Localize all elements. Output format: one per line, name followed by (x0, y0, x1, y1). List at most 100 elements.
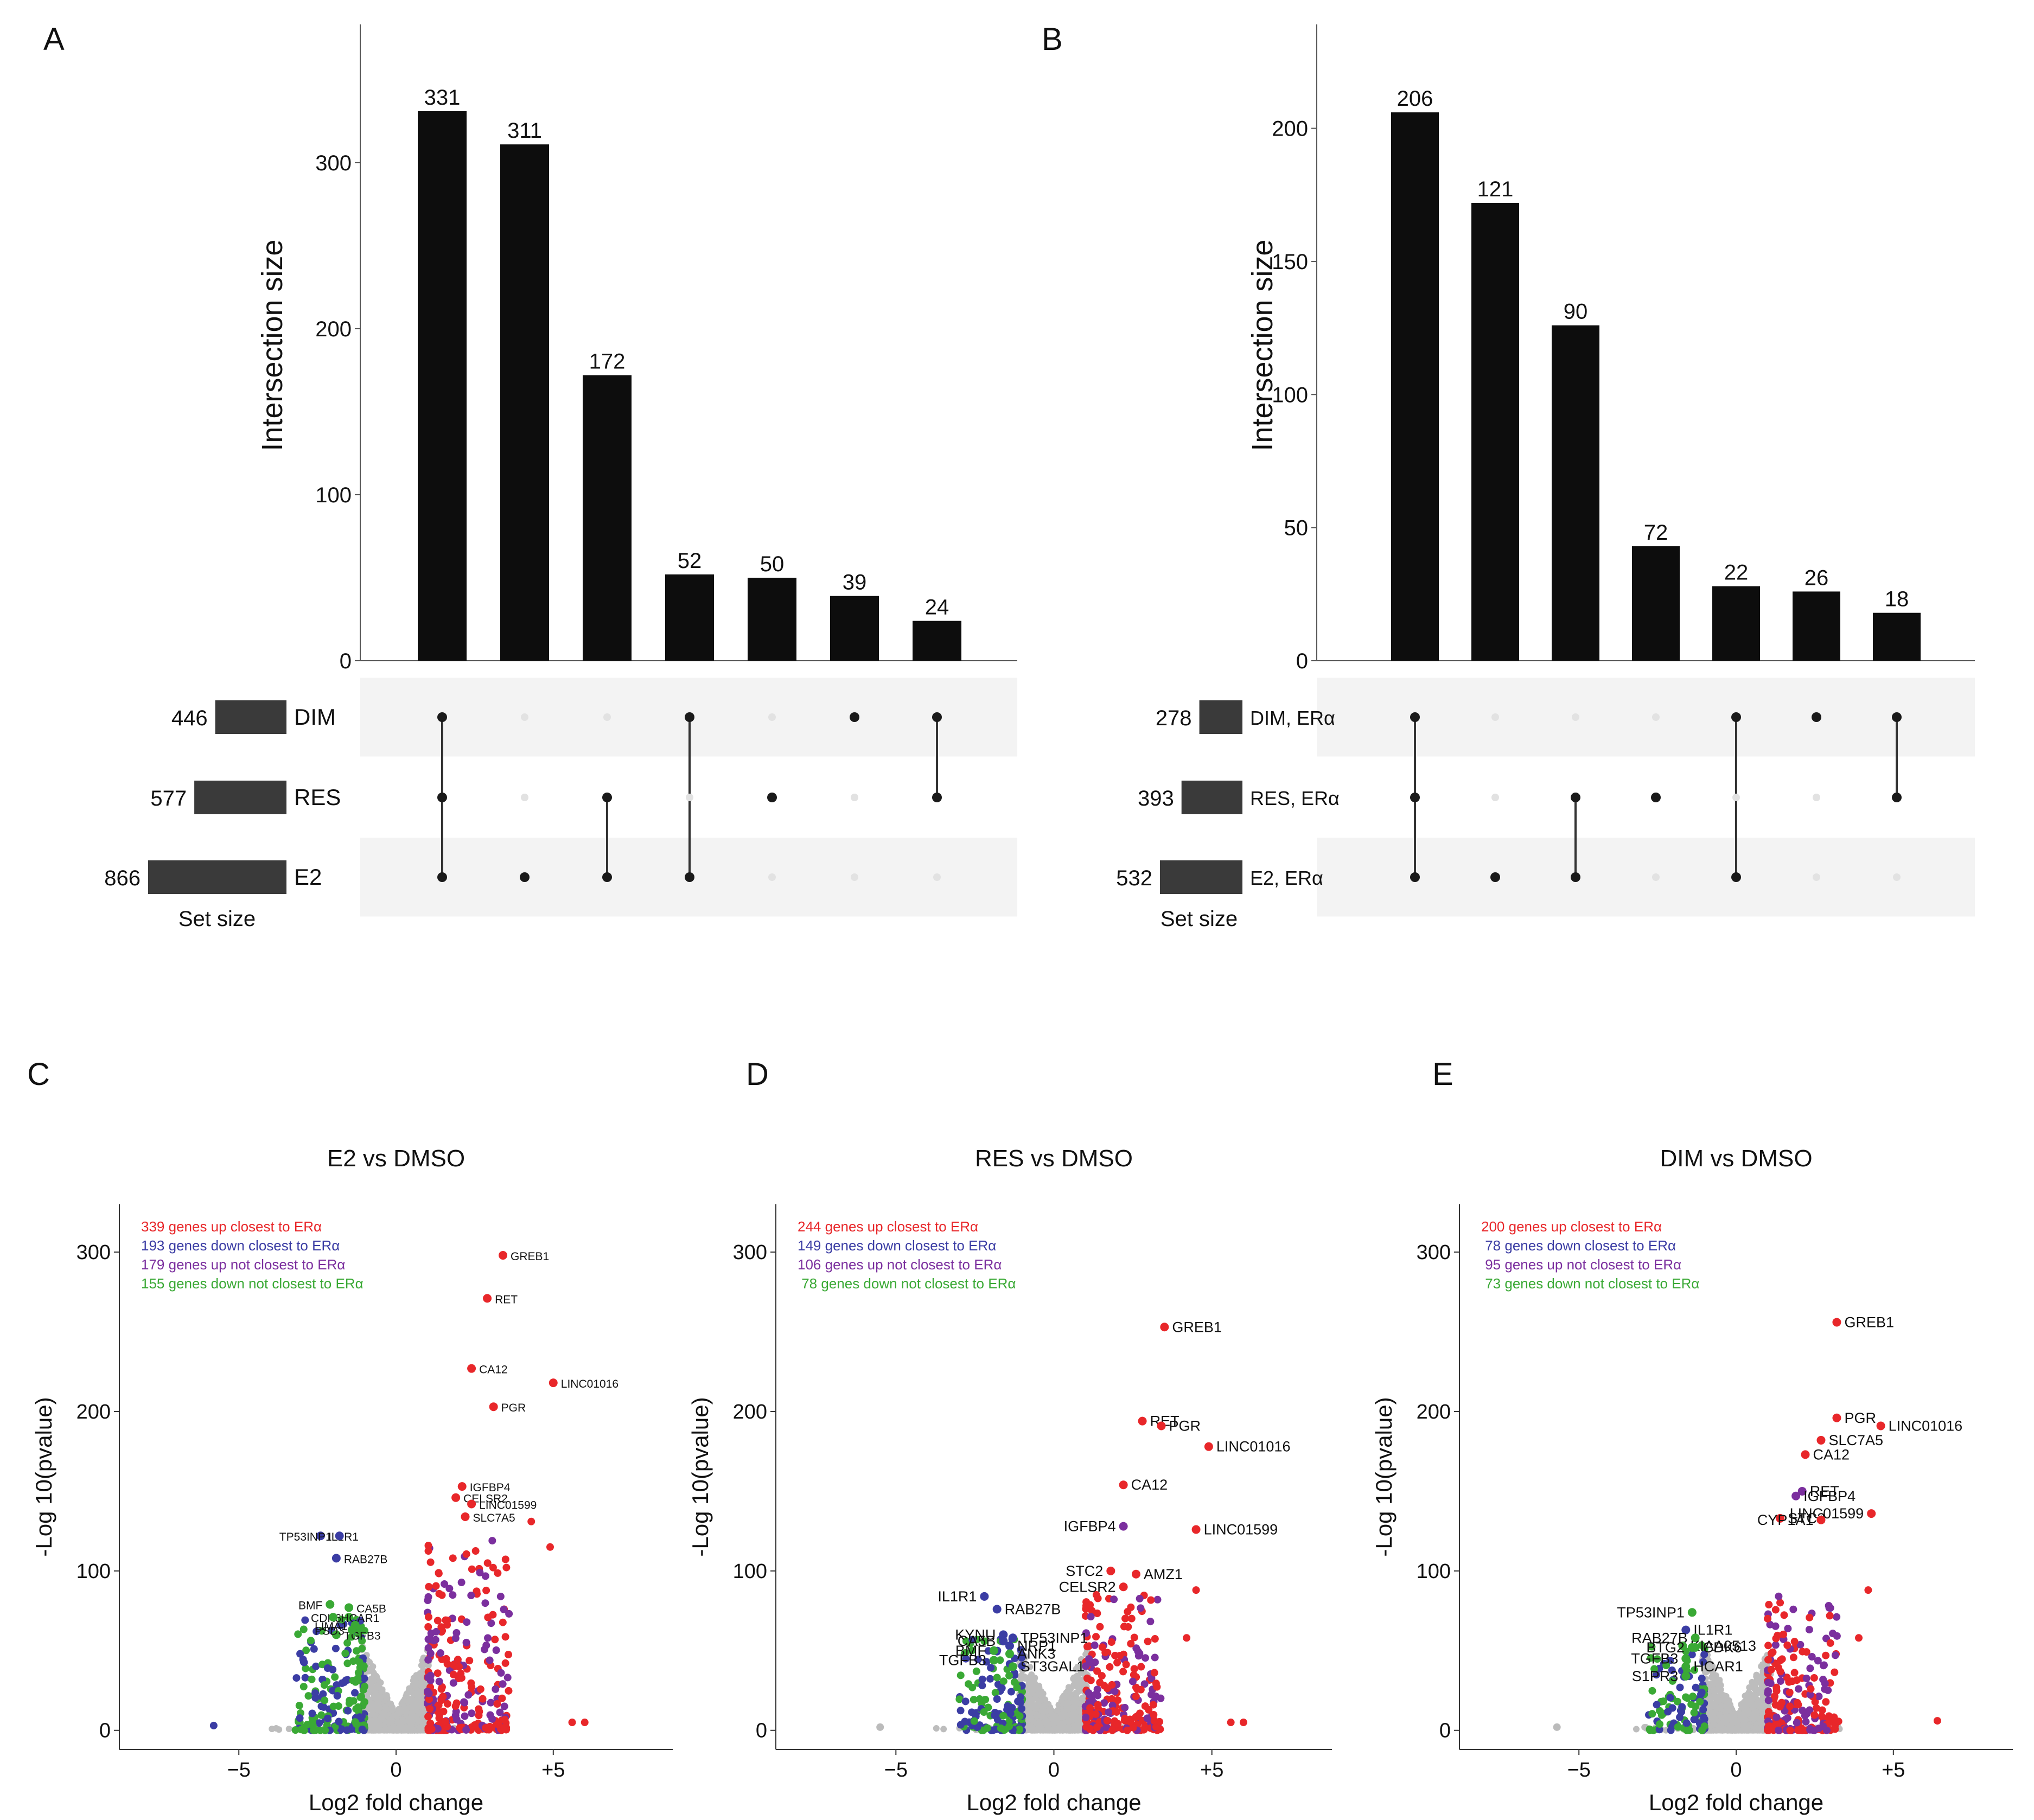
gene-label: BMF (955, 1643, 986, 1659)
volcano-y-tick-label: 100 (1417, 1560, 1451, 1583)
point-down-not-closest (996, 1656, 1004, 1664)
point-nonsignificant (394, 1719, 401, 1726)
point-down-not-closest (294, 1630, 302, 1638)
point-up-closest (1092, 1633, 1100, 1641)
point-nonsignificant (1633, 1726, 1640, 1733)
point-nonsignificant (933, 1725, 940, 1732)
labeled-gene-point (467, 1499, 476, 1509)
point-nonsignificant (1744, 1726, 1751, 1733)
point-down-not-closest (353, 1647, 361, 1655)
gene-label: TGFB3 (939, 1652, 986, 1668)
set-size-bar (1199, 700, 1242, 734)
volcano-title: RES vs DMSO (975, 1145, 1133, 1172)
gene-label: HCAR1 (341, 1612, 379, 1625)
point-up-closest (1810, 1674, 1818, 1682)
point-up-closest (424, 1547, 432, 1555)
matrix-dot-inactive (521, 794, 528, 801)
labeled-gene-point (1797, 1486, 1807, 1496)
labeled-gene-point (345, 1613, 354, 1622)
point-up-closest (1132, 1683, 1140, 1691)
gene-label: IGFBP4 (470, 1481, 511, 1494)
gene-label: IL1R1 (938, 1588, 977, 1605)
set-name-label: RES, ERα (1250, 787, 1340, 809)
point-down-closest (1664, 1708, 1672, 1716)
point-down-not-closest (1005, 1671, 1013, 1679)
gene-label: AMZ1 (1144, 1566, 1183, 1582)
point-up-not-closest (496, 1592, 505, 1600)
intersection-bar (913, 621, 961, 661)
point-down-not-closest (1690, 1709, 1698, 1717)
point-up-not-closest (488, 1537, 496, 1545)
point-down-closest (1014, 1697, 1022, 1706)
labeled-gene-point (1157, 1421, 1166, 1431)
point-up-closest (1765, 1601, 1773, 1609)
matrix-dot-active (1892, 712, 1902, 722)
point-down-closest (333, 1692, 341, 1700)
labeled-gene-point (1867, 1509, 1876, 1518)
point-up-not-closest (1110, 1595, 1118, 1604)
point-nonsignificant (413, 1691, 420, 1698)
labeled-gene-point (1876, 1421, 1885, 1431)
y-tick-label: 0 (1296, 649, 1308, 673)
intersection-bar (418, 111, 467, 661)
intersection-bar (500, 144, 549, 661)
point-down-not-closest (308, 1675, 316, 1683)
point-up-closest (1127, 1614, 1136, 1623)
point-up-not-closest (1085, 1689, 1093, 1697)
point-down-closest (1017, 1704, 1025, 1713)
point-down-closest (292, 1674, 301, 1682)
point-up-closest (439, 1693, 447, 1701)
point-outlier (1183, 1634, 1191, 1642)
point-up-closest (1772, 1687, 1781, 1695)
matrix-dot-inactive (1732, 794, 1740, 801)
point-nonsignificant (1028, 1682, 1035, 1689)
point-up-not-closest (503, 1674, 512, 1682)
point-up-closest (1825, 1712, 1833, 1720)
point-down-closest (962, 1655, 970, 1663)
point-nonsignificant (1022, 1675, 1029, 1682)
point-up-not-closest (1775, 1592, 1783, 1600)
intersection-bar (830, 596, 879, 661)
point-up-closest (455, 1663, 463, 1671)
point-up-closest (1150, 1669, 1158, 1677)
point-up-closest (1107, 1638, 1115, 1646)
intersection-bar (1391, 112, 1439, 661)
point-down-closest (1018, 1662, 1026, 1670)
point-up-closest (1114, 1696, 1122, 1704)
point-nonsignificant (1071, 1681, 1078, 1688)
matrix-dot-active (1731, 712, 1741, 722)
point-up-closest (426, 1719, 435, 1727)
point-outlier (1553, 1723, 1561, 1731)
volcano-plot-c: 0 100 200 300 −5 0 +5 Log2 fold change -Log 10(p… (31, 1145, 673, 1815)
set-name-label: DIM (294, 704, 336, 730)
point-down-not-closest (299, 1683, 308, 1691)
volcano-y-axis-title: -Log 10(pvalue) (687, 1397, 713, 1556)
volcano-x-tick-label: +5 (1882, 1759, 1905, 1781)
point-down-not-closest (1650, 1665, 1659, 1673)
point-up-closest (1778, 1655, 1786, 1663)
point-nonsignificant (1025, 1713, 1032, 1720)
point-down-closest (998, 1684, 1006, 1692)
bar-value-label: 26 (1805, 566, 1829, 590)
point-down-not-closest (1673, 1697, 1681, 1706)
point-up-not-closest (496, 1708, 504, 1716)
point-down-not-closest (299, 1625, 308, 1633)
point-up-not-closest (1833, 1632, 1841, 1640)
bar-value-label: 172 (589, 350, 626, 374)
labeled-gene-point (1681, 1671, 1691, 1681)
point-nonsignificant (1077, 1670, 1085, 1677)
matrix-dot-active (1410, 712, 1420, 722)
set-size-bar (1181, 781, 1242, 814)
point-up-not-closest (1806, 1706, 1814, 1714)
point-down-closest (1655, 1726, 1663, 1734)
point-up-closest (1132, 1693, 1140, 1701)
point-up-not-closest (1772, 1713, 1781, 1721)
labeled-gene-point (1008, 1633, 1017, 1643)
point-up-closest (443, 1617, 451, 1625)
point-up-closest (1764, 1642, 1772, 1650)
labeled-gene-point (1791, 1491, 1801, 1500)
bar-value-label: 311 (507, 119, 542, 143)
matrix-dot-active (1812, 712, 1821, 722)
point-up-closest (426, 1705, 434, 1713)
point-up-not-closest (497, 1669, 505, 1677)
